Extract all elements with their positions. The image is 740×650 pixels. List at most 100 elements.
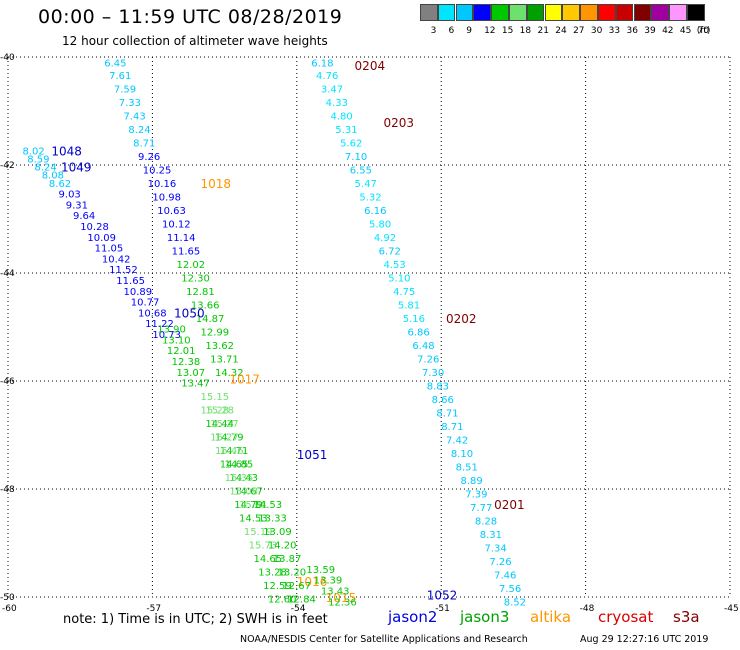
legend-label: 30: [590, 26, 603, 36]
wave-height-value: 12.38: [172, 357, 201, 368]
satellite-s3a-label: s3a: [673, 608, 700, 626]
wave-height-value: 8.71: [441, 422, 463, 433]
wave-height-value: 8.51: [456, 462, 478, 473]
wave-height-value: 13.62: [205, 341, 234, 352]
pass-id-label: 0203: [383, 116, 414, 130]
legend-label: 15: [501, 26, 514, 36]
wave-height-value: 10.98: [152, 192, 181, 203]
wave-height-value: 10.28: [80, 222, 109, 233]
wave-height-value: 7.26: [417, 354, 439, 365]
wave-height-value: 10.77: [131, 298, 160, 309]
wave-height-value: 13.87: [273, 554, 302, 565]
wave-height-value: 14.65: [220, 460, 249, 471]
wave-height-value: 13.71: [210, 354, 239, 365]
wave-height-value: 14.32: [215, 368, 244, 379]
wave-height-value: 8.02: [22, 146, 44, 157]
y-tick-label: -46: [0, 377, 15, 387]
credit-text: NOAA/NESDIS Center for Satellite Applica…: [240, 634, 528, 645]
wave-height-value: 5.32: [359, 192, 381, 203]
satellite-altika-label: altika: [530, 608, 572, 626]
pass-id-label: 0202: [446, 312, 477, 326]
legend-swatch: [633, 4, 652, 21]
wave-height-value: 7.61: [109, 71, 131, 82]
wave-height-value: 4.80: [330, 111, 352, 122]
wave-height-value: 14.65: [253, 554, 282, 565]
wave-height-value: 9.31: [66, 200, 88, 211]
pass-id-label: 1050: [174, 306, 205, 320]
pass-id-label: 0204: [355, 59, 386, 73]
chart-title: 00:00 – 11:59 UTC 08/28/2019: [38, 6, 343, 28]
legend-swatch: [651, 4, 670, 21]
generation-timestamp: Aug 29 12:27:16 UTC 2019: [580, 634, 709, 645]
wave-height-value: 8.24: [128, 125, 150, 136]
wave-height-value: 9.26: [138, 152, 160, 163]
legend-swatch: [526, 4, 545, 21]
wave-height-value: 14.87: [196, 314, 225, 325]
wave-height-value: 14.43: [229, 473, 258, 484]
wave-height-value: 8.24: [34, 163, 56, 174]
wave-height-value: 14.53: [253, 500, 282, 511]
wave-height-value: 5.47: [355, 179, 377, 190]
wave-height-value: 7.39: [465, 489, 487, 500]
y-tick-label: -40: [0, 53, 15, 63]
wave-height-value: 13.07: [176, 368, 205, 379]
wave-height-value: 6.48: [412, 341, 434, 352]
wave-height-value: 13.39: [314, 576, 343, 587]
pass-id-label: 1018: [201, 177, 232, 191]
wave-height-value: 8.83: [427, 381, 449, 392]
wave-height-value: 13.47: [181, 379, 210, 390]
wave-height-value: 3.47: [321, 84, 343, 95]
wave-height-value: 12.30: [181, 273, 210, 284]
wave-height-value: 6.18: [311, 58, 333, 69]
pass-id-label: 1052: [427, 588, 458, 602]
wave-height-value: 7.10: [345, 152, 367, 163]
wave-height-value: 15.19: [244, 527, 273, 538]
wave-height-value: 8.28: [475, 516, 497, 527]
wave-height-value: 14.71: [220, 446, 249, 457]
wave-height-value: 7.59: [114, 84, 136, 95]
wave-height-value: 10.63: [157, 206, 186, 217]
wave-height-value: 7.30: [422, 368, 444, 379]
wave-height-value: 15.15: [201, 392, 230, 403]
wave-height-value: 11.22: [145, 319, 174, 330]
wave-height-value: 8.10: [451, 449, 473, 460]
wave-height-value: 10.09: [87, 233, 116, 244]
legend-label: 12: [484, 26, 496, 36]
wave-height-value: 15.35: [225, 473, 254, 484]
wave-height-value: 5.62: [340, 138, 362, 149]
legend-swatch: [491, 4, 509, 21]
wave-height-value: 14.79: [215, 433, 244, 444]
legend-label: 27: [573, 26, 585, 36]
wave-height-value: 8.66: [432, 395, 454, 406]
wave-height-value: 10.16: [148, 179, 177, 190]
pass-id-label: 1051: [297, 448, 328, 462]
legend-label: 9: [466, 26, 472, 36]
wave-height-value: 14.85: [225, 460, 254, 471]
wave-height-value: 15.08: [229, 487, 258, 498]
wave-height-value: 12.59: [263, 581, 292, 592]
wave-height-value: 8.52: [504, 597, 526, 608]
legend-swatch: [473, 4, 492, 21]
wave-height-value: 8.89: [460, 476, 482, 487]
wave-height-value: 4.33: [326, 98, 348, 109]
wave-height-value: 12.99: [201, 327, 230, 338]
wave-height-value: 7.56: [499, 584, 521, 595]
wave-height-value: 11.05: [95, 244, 124, 255]
wave-height-value: 5.10: [388, 273, 410, 284]
wave-height-value: 13.90: [157, 325, 186, 336]
legend-label: 70: [697, 26, 710, 36]
wave-height-value: 15.28: [205, 406, 234, 417]
legend-label: 33: [608, 26, 621, 36]
x-tick-label: -51: [435, 604, 450, 614]
legend-label: 21: [537, 26, 549, 36]
wave-height-value: 10.68: [138, 308, 167, 319]
pass-id-label: 1049: [61, 161, 92, 175]
wave-height-value: 14.79: [234, 500, 263, 511]
wave-height-value: 9.03: [59, 190, 81, 201]
wave-height-value: 13.66: [191, 300, 220, 311]
legend-label: 42: [662, 26, 674, 36]
wave-height-value: 14.44: [205, 419, 234, 430]
wave-height-value: 12.01: [167, 346, 196, 357]
legend-swatch: [687, 4, 705, 21]
wave-height-value: 5.31: [335, 125, 357, 136]
